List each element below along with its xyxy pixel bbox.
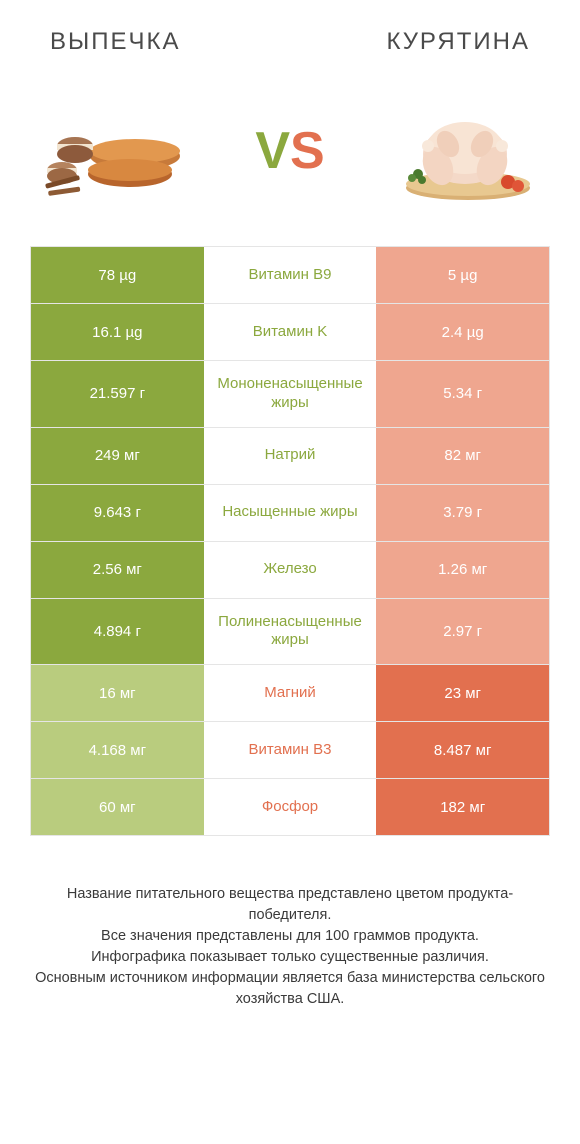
comparison-header: ВЫПЕЧКА КУРЯТИНА (0, 0, 580, 66)
footer-notes: Название питательного вещества представл… (0, 836, 580, 1030)
left-value-cell: 60 мг (31, 779, 204, 835)
right-value-cell: 82 мг (376, 428, 549, 484)
left-value-cell: 4.168 мг (31, 722, 204, 778)
right-value-cell: 23 мг (376, 665, 549, 721)
vs-letter-s: S (290, 121, 325, 181)
right-value-cell: 8.487 мг (376, 722, 549, 778)
left-value-cell: 21.597 г (31, 361, 204, 427)
table-row: 4.894 гПолиненасыщенные жиры2.97 г (31, 599, 549, 666)
nutrient-name-cell: Мононенасыщенные жиры (204, 361, 377, 427)
table-row: 16.1 µgВитамин K2.4 µg (31, 304, 549, 361)
left-product-title: ВЫПЕЧКА (50, 28, 181, 56)
chicken-image (390, 96, 540, 206)
left-value-cell: 2.56 мг (31, 542, 204, 598)
nutrient-name-cell: Витамин K (204, 304, 377, 360)
nutrient-name-cell: Полиненасыщенные жиры (204, 599, 377, 665)
right-value-cell: 3.79 г (376, 485, 549, 541)
left-value-cell: 4.894 г (31, 599, 204, 665)
left-value-cell: 9.643 г (31, 485, 204, 541)
nutrient-name-cell: Фосфор (204, 779, 377, 835)
table-row: 4.168 мгВитамин B38.487 мг (31, 722, 549, 779)
right-value-cell: 1.26 мг (376, 542, 549, 598)
table-row: 78 µgВитамин B95 µg (31, 247, 549, 304)
vs-label: VS (255, 121, 324, 181)
right-value-cell: 5.34 г (376, 361, 549, 427)
table-row: 21.597 гМононенасыщенные жиры5.34 г (31, 361, 549, 428)
left-value-cell: 249 мг (31, 428, 204, 484)
table-row: 249 мгНатрий82 мг (31, 428, 549, 485)
nutrient-name-cell: Натрий (204, 428, 377, 484)
left-value-cell: 16.1 µg (31, 304, 204, 360)
footer-line: Все значения представлены для 100 граммо… (30, 926, 550, 947)
table-row: 60 мгФосфор182 мг (31, 779, 549, 835)
product-images-row: VS (0, 66, 580, 246)
right-value-cell: 2.97 г (376, 599, 549, 665)
table-row: 2.56 мгЖелезо1.26 мг (31, 542, 549, 599)
nutrient-name-cell: Железо (204, 542, 377, 598)
left-value-cell: 78 µg (31, 247, 204, 303)
nutrient-name-cell: Магний (204, 665, 377, 721)
nutrient-name-cell: Витамин B9 (204, 247, 377, 303)
right-product-title: КУРЯТИНА (386, 28, 530, 56)
table-row: 16 мгМагний23 мг (31, 665, 549, 722)
right-value-cell: 2.4 µg (376, 304, 549, 360)
table-row: 9.643 гНасыщенные жиры3.79 г (31, 485, 549, 542)
nutrient-name-cell: Насыщенные жиры (204, 485, 377, 541)
left-value-cell: 16 мг (31, 665, 204, 721)
right-value-cell: 182 мг (376, 779, 549, 835)
vs-letter-v: V (255, 121, 290, 181)
right-value-cell: 5 µg (376, 247, 549, 303)
nutrient-comparison-table: 78 µgВитамин B95 µg16.1 µgВитамин K2.4 µ… (30, 246, 550, 836)
nutrient-name-cell: Витамин B3 (204, 722, 377, 778)
pastry-image (40, 96, 190, 206)
footer-line: Название питательного вещества представл… (30, 884, 550, 926)
footer-line: Инфографика показывает только существенн… (30, 947, 550, 968)
footer-line: Основным источником информации является … (30, 968, 550, 1010)
